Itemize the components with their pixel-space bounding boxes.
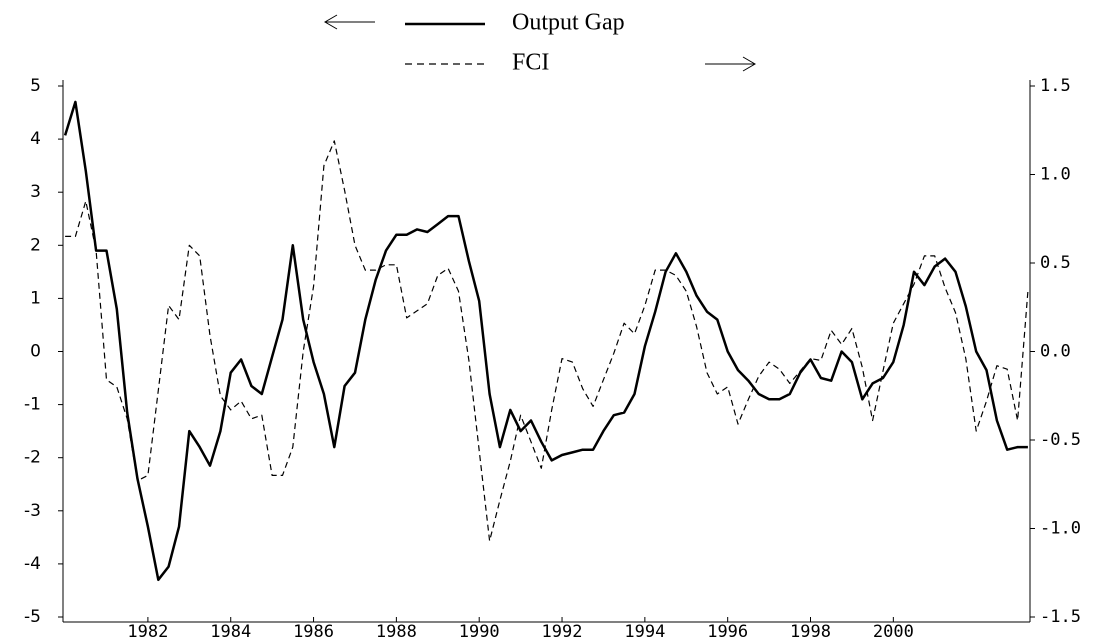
arrow-left-head — [324, 14, 338, 30]
y2-tick-label: -0.5 — [1040, 430, 1081, 450]
y2-tick-label: -1.5 — [1040, 607, 1081, 627]
x-tick-label: 1988 — [376, 622, 417, 641]
x-tick-label: 1994 — [624, 622, 665, 641]
y2-tick-label: -1.0 — [1040, 519, 1081, 539]
y-tick-label: 2 — [30, 235, 41, 255]
y2-tick-label: 1.5 — [1040, 76, 1071, 96]
x-tick-label: 2000 — [873, 622, 914, 641]
y-tick-label: 5 — [30, 76, 41, 96]
series-line — [63, 100, 1028, 582]
y-tick-label: -1 — [24, 395, 41, 415]
x-tick-label: 1998 — [790, 622, 831, 641]
y-tick-label: 0 — [30, 342, 41, 362]
x-tick-label: 1986 — [293, 622, 334, 641]
x-tick-label: 1990 — [459, 622, 500, 641]
y-tick-label: -2 — [24, 448, 41, 468]
legend-label: FCI — [512, 50, 549, 76]
legend: Output Gap FCI — [324, 10, 756, 76]
y2-tick-label: 0.0 — [1040, 342, 1071, 362]
x-tick-label: 1982 — [127, 622, 168, 641]
y2-tick-label: 0.5 — [1040, 253, 1071, 273]
x-tick-label: 1984 — [210, 622, 251, 641]
y-tick-label: -4 — [24, 554, 41, 574]
y-tick-label: 3 — [30, 182, 41, 202]
arrow-right-head — [742, 56, 756, 72]
y-tick-label: 4 — [30, 129, 41, 149]
x-tick-label: 1996 — [707, 622, 748, 641]
legend-label: Output Gap — [512, 10, 625, 36]
y-tick-label: 1 — [30, 288, 41, 308]
series-line — [65, 140, 1029, 542]
y2-tick-label: 1.0 — [1040, 165, 1071, 185]
y-tick-label: -5 — [24, 607, 41, 627]
y-tick-label: -3 — [24, 501, 41, 521]
x-tick-label: 1992 — [542, 622, 583, 641]
